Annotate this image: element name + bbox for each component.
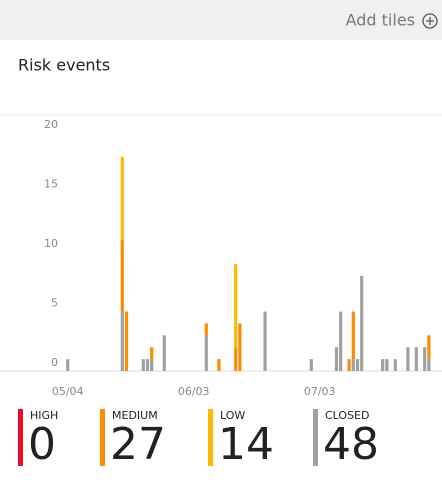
bar-segment	[427, 359, 431, 371]
bar-segment	[120, 240, 124, 312]
add-tiles-button[interactable]: Add tiles	[346, 11, 438, 30]
y-tick-label: 20	[44, 118, 58, 131]
legend-swatch	[100, 409, 105, 466]
y-tick-label: 15	[44, 178, 58, 191]
y-tick-label: 5	[51, 297, 58, 310]
bar-segment	[423, 347, 427, 371]
bar-segment	[66, 359, 70, 371]
legend-swatch	[18, 409, 23, 466]
bar-segment	[334, 347, 339, 371]
bar-segment	[162, 335, 166, 371]
legend-label: MEDIUM	[112, 409, 158, 422]
bar-segment	[427, 335, 431, 360]
add-icon-plus[interactable]	[426, 17, 434, 25]
bar-segment	[381, 359, 385, 371]
legend-label: LOW	[220, 409, 245, 422]
bar-segment	[351, 311, 355, 360]
x-tick-label: 07/03	[304, 385, 336, 398]
legend-label: CLOSED	[325, 409, 369, 422]
bar-segment	[150, 347, 154, 360]
bar-segment	[414, 347, 418, 371]
legend-swatch	[313, 409, 318, 466]
bar-segment	[120, 311, 124, 371]
bar-segment	[360, 275, 364, 371]
bar-segment	[238, 323, 242, 371]
bar-segment	[351, 359, 355, 371]
bar-segment	[204, 323, 208, 336]
bar-segment	[355, 359, 360, 371]
bar-segment	[309, 359, 313, 371]
bar-segment	[141, 359, 145, 371]
bar-segment	[124, 311, 129, 371]
add-icon[interactable]	[422, 13, 438, 29]
y-tick-label: 10	[44, 237, 58, 250]
bar-segment	[393, 359, 397, 371]
legend-count: 14	[218, 419, 274, 470]
x-tick-label: 05/04	[52, 385, 84, 398]
bar-segment	[234, 347, 238, 371]
bar-segment	[120, 156, 124, 241]
bar-segment	[406, 347, 410, 371]
legend-swatch	[208, 409, 213, 466]
bar-segment	[150, 359, 154, 371]
tile-title: Risk events	[18, 56, 110, 75]
legend-label: HIGH	[30, 409, 58, 422]
x-tick-label: 06/03	[178, 385, 210, 398]
bar-segment	[385, 359, 389, 371]
legend-count: 0	[28, 419, 56, 470]
bar-segment	[145, 359, 150, 371]
bar-segment	[204, 335, 208, 371]
bar-segment	[347, 359, 351, 371]
bar-segment	[217, 359, 221, 371]
toolbar	[0, 0, 442, 40]
bar-segment	[263, 311, 267, 371]
bar-segment	[234, 263, 238, 348]
legend-count: 27	[110, 419, 166, 470]
legend-count: 48	[323, 419, 379, 470]
y-tick-label: 0	[51, 356, 58, 369]
add-tiles-label[interactable]: Add tiles	[346, 11, 415, 30]
bar-segment	[339, 311, 343, 371]
